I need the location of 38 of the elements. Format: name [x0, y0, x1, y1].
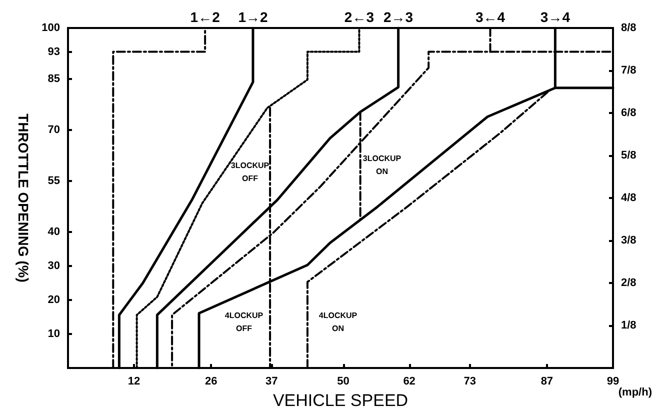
x-tick-label: 87: [540, 376, 554, 388]
annotation: 3LOCKUP ON: [362, 154, 402, 176]
y2-tick-label: 5/8: [621, 150, 636, 162]
series-label: 1←2: [190, 9, 220, 25]
y-tick-label: 20: [48, 294, 60, 306]
text: (mp/h): [618, 386, 652, 398]
y-tick-label: 70: [48, 124, 60, 136]
x-tick-label: 37: [266, 376, 278, 388]
x-tick-label: 99: [606, 376, 620, 388]
x-tick-label: 73: [464, 376, 476, 388]
annotation: 3LOCKUP OFF: [230, 161, 270, 183]
series-label: 2→3: [384, 9, 414, 25]
annotation: 4LOCKUP ON: [318, 311, 358, 333]
series-label: 3←4: [475, 9, 506, 25]
x-tick-label: 26: [205, 376, 218, 388]
y2-tick-label: 4/8: [621, 192, 636, 204]
y-tick-label: 55: [48, 175, 60, 187]
y2-tick-label: 8/8: [621, 22, 636, 34]
annotation: 4LOCKUP OFF: [224, 311, 264, 333]
x-tick-label: 12: [128, 376, 140, 388]
series-label: 1→2: [238, 9, 268, 25]
y-tick-label: 93: [48, 46, 60, 58]
y-tick-label: 100: [42, 22, 60, 34]
x-tick-label: 62: [403, 376, 416, 388]
y2-tick-label: 2/8: [621, 277, 636, 289]
x-axis-title: VEHICLE SPEED: [272, 390, 408, 410]
y-tick-label: 30: [48, 260, 60, 272]
series-label: 2←3: [344, 9, 374, 25]
y2-tick-label: 1/8: [621, 320, 636, 332]
series-label: 3→4: [540, 9, 570, 25]
y2-tick-label: 3/8: [621, 234, 636, 246]
y-tick-label: 10: [48, 328, 60, 340]
y-tick-label: 40: [48, 226, 60, 238]
y-axis-title: THROTTLE OPENING (%): [16, 114, 32, 282]
y-tick-label: 85: [48, 73, 60, 85]
y2-tick-label: 6/8: [621, 107, 636, 119]
x-tick-label: 50: [337, 376, 350, 388]
y2-tick-label: 7/8: [621, 64, 636, 76]
